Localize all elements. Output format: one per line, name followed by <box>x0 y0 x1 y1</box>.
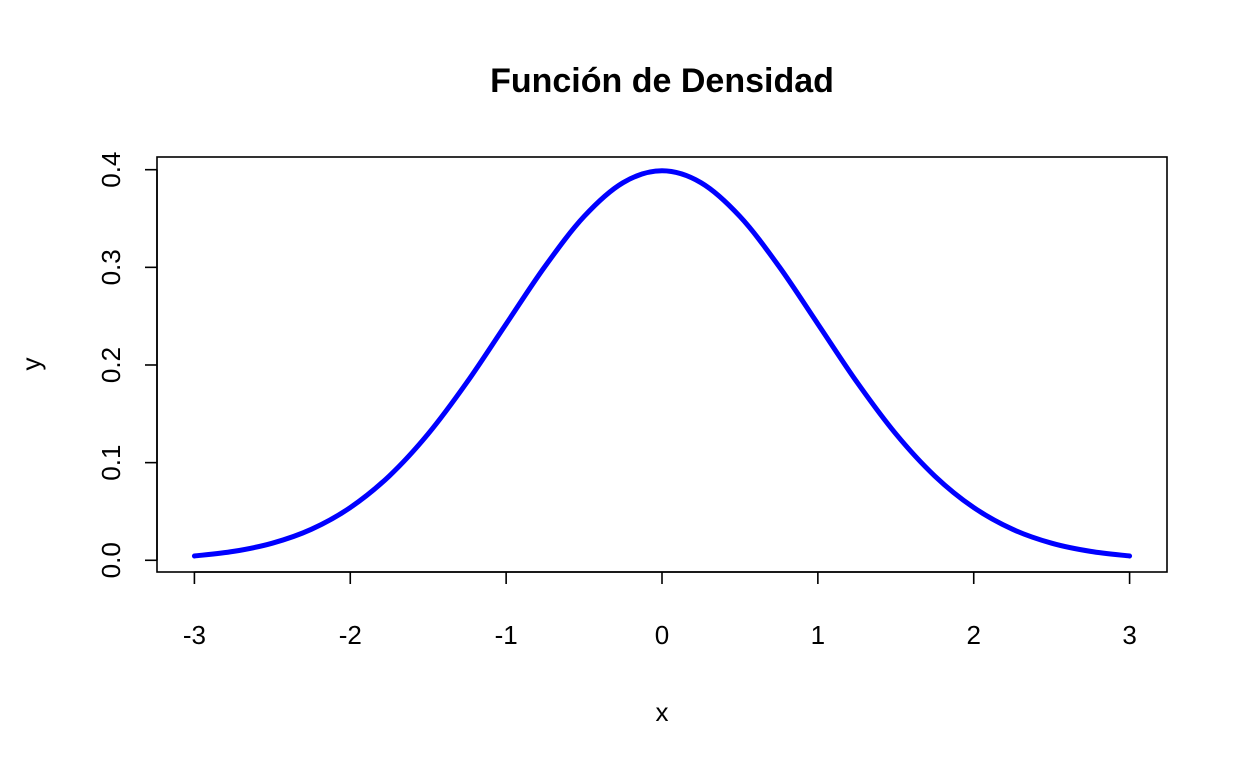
x-axis: -3 -2 -1 0 1 2 3 <box>183 571 1137 650</box>
y-tick-label: 0.2 <box>96 347 126 383</box>
x-tick-label: -1 <box>495 620 518 650</box>
x-tick-label: -3 <box>183 620 206 650</box>
y-tick-label: 0.3 <box>96 249 126 285</box>
y-tick-label: 0.0 <box>96 542 126 578</box>
y-tick-label: 0.1 <box>96 445 126 481</box>
density-curve <box>191 168 1133 559</box>
x-axis-label: x <box>656 697 669 727</box>
x-tick-label: 1 <box>811 620 825 650</box>
y-axis-label: y <box>16 358 46 371</box>
plot-frame <box>156 156 1168 573</box>
x-tick-label: -2 <box>339 620 362 650</box>
x-tick-label: 2 <box>966 620 980 650</box>
y-axis: 0.0 0.1 0.2 0.3 0.4 <box>96 152 158 578</box>
x-tick-label: 0 <box>655 620 669 650</box>
y-tick-label: 0.4 <box>96 152 126 188</box>
chart-title: Función de Densidad <box>490 62 834 100</box>
x-tick-label: 3 <box>1122 620 1136 650</box>
